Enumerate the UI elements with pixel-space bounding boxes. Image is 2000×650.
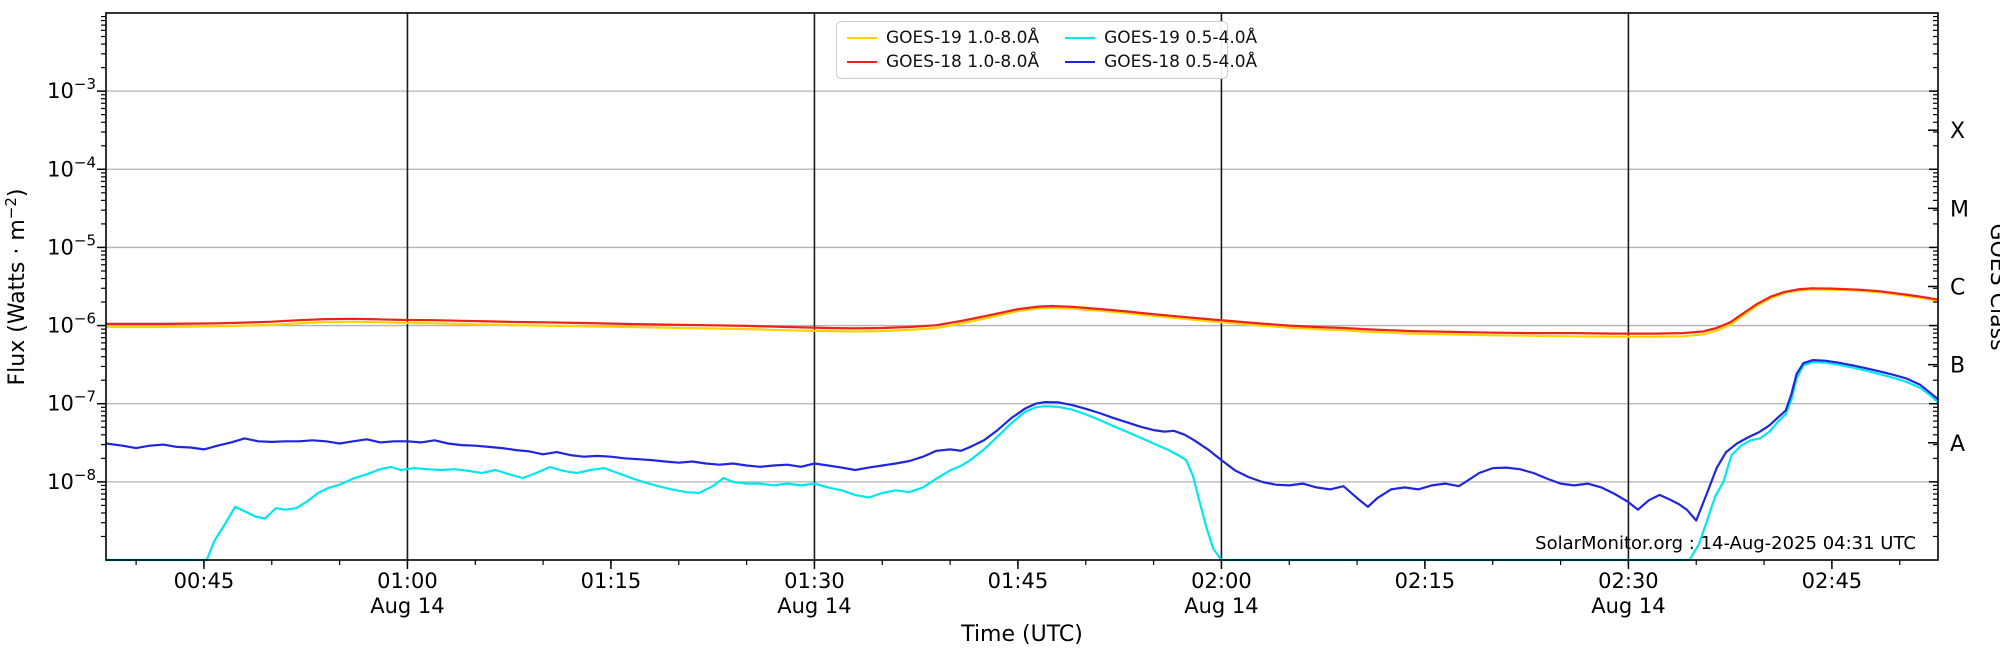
legend-label: GOES-18 0.5-4.0Å [1104, 51, 1258, 72]
legend-label: GOES-18 1.0-8.0Å [886, 51, 1040, 72]
legend-item-goes19_short: GOES-19 0.5-4.0Å [1065, 26, 1257, 50]
source-timestamp-annotation: SolarMonitor.org : 14-Aug-2025 04:31 UTC [1535, 533, 1916, 554]
x-axis-title: Time (UTC) [960, 622, 1083, 647]
series-goes19_long [105, 288, 1939, 338]
series-goes19_short [105, 361, 1939, 562]
legend-line-swatch [847, 37, 877, 39]
legend-line-swatch [1065, 61, 1096, 63]
goes-class-label-C: C [1950, 276, 1965, 301]
series-goes18_long [105, 287, 1939, 335]
x-tick-label: 01:30 [784, 569, 845, 593]
goes-class-label-B: B [1950, 354, 1965, 379]
x-tick-label: 01:15 [581, 569, 642, 593]
x-tick-label: 02:30 [1598, 569, 1659, 593]
y-axis-title: Flux (Watts · m−2) [2, 189, 30, 386]
x-date-label: Aug 14 [777, 594, 851, 618]
x-tick-label: 01:00 [377, 569, 438, 593]
legend-item-goes18_long: GOES-18 1.0-8.0Å [847, 50, 1039, 74]
legend-line-swatch [1065, 37, 1096, 39]
x-date-label: Aug 14 [370, 594, 444, 618]
series-goes18_short [105, 359, 1939, 522]
x-tick-label: 00:45 [174, 569, 235, 593]
y-axis-title-right: GOES Class [1985, 223, 2000, 350]
x-tick-label: 02:00 [1191, 569, 1252, 593]
goes-class-label-M: M [1950, 197, 1969, 222]
legend-line-swatch [847, 61, 877, 63]
x-tick-label: 02:45 [1802, 569, 1863, 593]
goes-class-label-A: A [1950, 432, 1965, 457]
x-tick-label: 01:45 [988, 569, 1049, 593]
y-tick-label: 10−8 [47, 466, 96, 494]
legend-item-goes19_long: GOES-19 1.0-8.0Å [847, 26, 1039, 50]
y-tick-label: 10−4 [47, 153, 96, 181]
x-tick-label: 02:15 [1395, 569, 1456, 593]
y-tick-label: 10−5 [47, 231, 96, 259]
x-date-label: Aug 14 [1591, 594, 1665, 618]
plot-border [105, 12, 1939, 561]
x-date-label: Aug 14 [1184, 594, 1258, 618]
y-tick-label: 10−7 [47, 388, 96, 416]
legend-label: GOES-19 1.0-8.0Å [886, 27, 1040, 48]
legend-item-goes18_short: GOES-18 0.5-4.0Å [1065, 50, 1257, 74]
y-tick-label: 10−6 [47, 310, 96, 338]
legend: GOES-19 1.0-8.0Å GOES-18 1.0-8.0Å GOES-19 … [836, 21, 1257, 79]
legend-label: GOES-19 0.5-4.0Å [1104, 27, 1258, 48]
goes-class-label-X: X [1950, 119, 1965, 144]
y-tick-label: 10−3 [47, 75, 96, 103]
